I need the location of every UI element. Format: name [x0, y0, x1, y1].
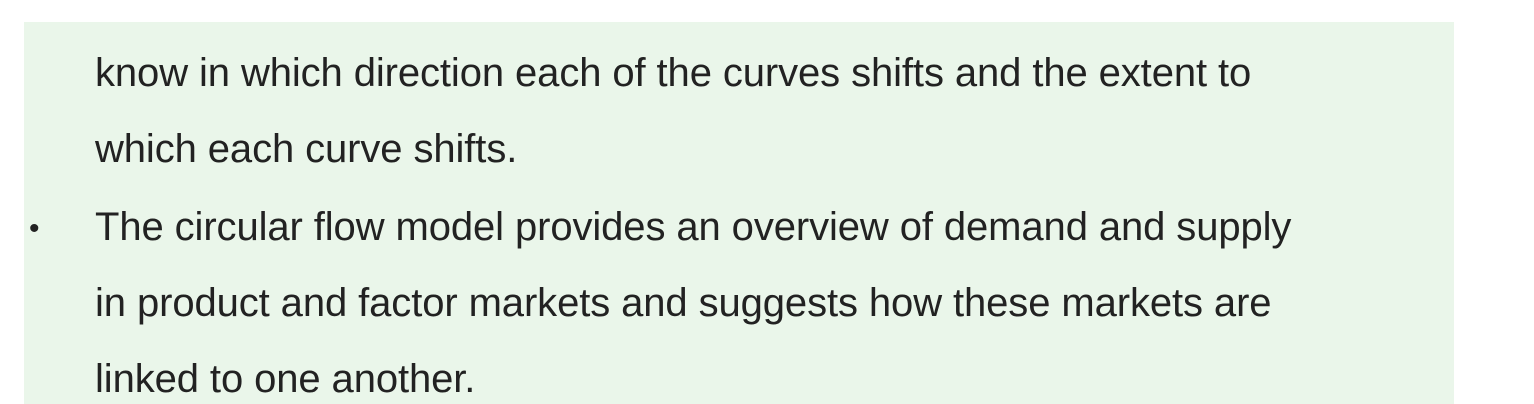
paragraph-line-2: which each curve shifts.: [95, 127, 518, 171]
bullet-line-2: in product and factor markets and sugges…: [95, 281, 1272, 325]
bullet-line-1: The circular flow model provides an over…: [95, 205, 1292, 249]
paragraph-line-1: know in which direction each of the curv…: [95, 51, 1252, 95]
bullet-icon: •: [29, 212, 40, 245]
bullet-line-3: linked to one another.: [95, 357, 476, 401]
content-panel: [24, 22, 1454, 404]
